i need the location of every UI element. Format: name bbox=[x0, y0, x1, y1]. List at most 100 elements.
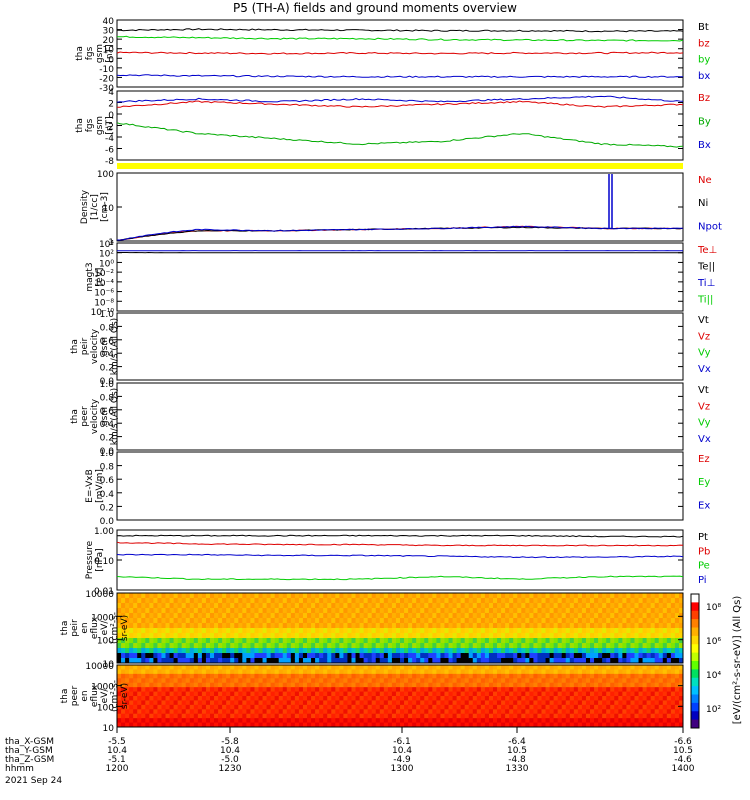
legend-entry: Ex bbox=[698, 500, 710, 511]
y-tick-label: 10² bbox=[99, 250, 114, 260]
y-axis-label: peer bbox=[80, 406, 90, 427]
y-axis-label: eV/ bbox=[100, 620, 110, 636]
footer-value: 10.5 bbox=[673, 746, 693, 756]
legend-entry: Bt bbox=[698, 22, 709, 33]
y-axis-label: E=-VxB bbox=[85, 469, 95, 503]
legend-entry: by bbox=[698, 55, 710, 66]
y-tick-label: 0.2 bbox=[100, 364, 114, 374]
y-tick-label: 10⁻² bbox=[94, 269, 114, 279]
y-axis-label: tha bbox=[60, 689, 70, 704]
panel-frame bbox=[116, 382, 684, 451]
y-tick-label: 10⁰ bbox=[99, 259, 114, 269]
y-axis-label: peir bbox=[70, 619, 80, 637]
y-tick-label: 0.4 bbox=[100, 420, 115, 430]
y-tick-label: 0.0 bbox=[100, 377, 115, 387]
y-tick-label: -4 bbox=[105, 134, 114, 144]
series-line bbox=[116, 541, 684, 547]
panel-density: 100 10 1 Density [1/cc] [cm-3] Ne Ni Npot bbox=[80, 170, 722, 248]
y-axis-label: [eV] bbox=[95, 268, 105, 287]
y-tick-label: 0.8 bbox=[100, 463, 115, 473]
y-tick-label: 1000 bbox=[91, 683, 114, 693]
y-axis-label: peir bbox=[80, 337, 90, 355]
y-axis-label: gsm bbox=[95, 44, 105, 63]
legend-entry: Pi bbox=[698, 575, 707, 586]
legend-entry: Ez bbox=[698, 454, 710, 465]
y-tick-label: 0.01 bbox=[94, 587, 114, 597]
panel-peir-v: 1.0 0.8 0.6 0.4 0.2 0.0 tha peir velocity gsm km/s… bbox=[70, 310, 711, 387]
y-tick-label: 0.2 bbox=[100, 434, 114, 444]
colorbar: 10⁸ 10⁶ 10⁴ 10² [eV/(cm²-s-sr-eV)] (All Qs) bbox=[690, 593, 743, 729]
colorbar-tick: 10⁴ bbox=[706, 671, 721, 681]
y-axis-label: eflux bbox=[90, 684, 100, 707]
y-axis-label: [cm-3] bbox=[100, 192, 110, 222]
y-tick-label: -6 bbox=[105, 146, 114, 156]
y-tick-label: 0.4 bbox=[100, 490, 115, 500]
panel-frame bbox=[116, 312, 684, 381]
y-tick-label: 0.10 bbox=[94, 557, 114, 567]
y-tick-label: 10⁻¹⁰ bbox=[91, 308, 115, 318]
legend-entry: Vx bbox=[698, 364, 711, 375]
y-axis-label: (cm²-s- bbox=[110, 680, 120, 712]
footer-value: -5.1 bbox=[108, 755, 126, 765]
legend-entry: Bz bbox=[698, 93, 710, 104]
y-tick-label: 1.00 bbox=[94, 527, 114, 537]
series-line bbox=[116, 100, 684, 108]
colorbar-label: [eV/(cm²-s-sr-eV)] (All Qs) bbox=[732, 596, 743, 725]
y-tick-label: 1.0 bbox=[100, 449, 115, 459]
footer-value: 10.4 bbox=[107, 746, 127, 756]
panel-efield: 1.0 0.8 0.6 0.4 0.2 0.0 E=-VxB [mV/m] Ez Ey Ex bbox=[85, 449, 710, 527]
y-tick-label: 1 bbox=[108, 238, 114, 248]
legend-entry: bx bbox=[698, 71, 710, 82]
legend-entry: Vz bbox=[698, 401, 710, 412]
y-tick-label: -10 bbox=[99, 65, 114, 75]
legend-entry: Vz bbox=[698, 331, 710, 342]
y-tick-label: -8 bbox=[105, 157, 114, 167]
y-axis-label: tha bbox=[75, 46, 85, 61]
y-tick-label: 10⁻⁶ bbox=[94, 289, 114, 299]
legend-entry: Ti|| bbox=[697, 295, 713, 306]
legend-entry: Pe bbox=[698, 561, 710, 572]
y-tick-label: 20 bbox=[103, 36, 115, 46]
panel-frame bbox=[116, 529, 684, 591]
y-tick-label: -2 bbox=[105, 123, 114, 133]
panel-frame bbox=[116, 451, 684, 521]
y-axis-label: gsm bbox=[95, 116, 105, 135]
y-tick-label: 10 bbox=[103, 204, 115, 214]
panel-peer-v: 1.0 0.8 0.6 0.4 0.2 0.0 tha peer velocity gsm km/s… bbox=[70, 380, 711, 457]
footer-row-label: tha_X-GSM bbox=[5, 737, 54, 747]
footer-value: 10.5 bbox=[507, 746, 527, 756]
y-tick-label: 10 bbox=[103, 46, 115, 56]
panel-fgs-dc: 4 20 -2-4 -6-8 tha fgs gsm [nT] Bz By Bx bbox=[75, 88, 711, 167]
series-line bbox=[116, 74, 684, 78]
y-tick-label: 0.2 bbox=[100, 503, 114, 513]
y-tick-label: 10⁻⁸ bbox=[94, 298, 114, 308]
legend-entry: Npot bbox=[698, 221, 722, 232]
footer-value: 1400 bbox=[672, 764, 695, 774]
footer-value: -4.6 bbox=[674, 755, 692, 765]
footer-value: -6.6 bbox=[674, 737, 692, 747]
colorbar-tick: 10⁸ bbox=[706, 603, 721, 613]
footer-value: 1330 bbox=[506, 764, 529, 774]
legend-entry: bz bbox=[698, 38, 710, 49]
y-tick-label: 10⁻⁴ bbox=[94, 279, 114, 289]
footer-value: -5.8 bbox=[221, 737, 239, 747]
footer-row-label: hhmm bbox=[5, 764, 34, 774]
footer-value: -5.5 bbox=[108, 737, 126, 747]
y-axis-label: [nT] bbox=[105, 116, 115, 134]
y-tick-label: 0.8 bbox=[100, 393, 115, 403]
y-axis-label: km/s (All Qs) bbox=[110, 388, 120, 445]
y-tick-label: 10000 bbox=[85, 590, 114, 600]
legend-entry: Pt bbox=[698, 532, 708, 543]
status-bar bbox=[117, 163, 683, 169]
y-tick-label: -30 bbox=[99, 84, 114, 94]
y-tick-label: 0.8 bbox=[100, 323, 115, 333]
y-axis-label: tha bbox=[75, 118, 85, 133]
y-axis-label: magt3 bbox=[85, 262, 95, 291]
footer-value: -5.0 bbox=[221, 755, 239, 765]
y-tick-label: 0.6 bbox=[100, 337, 115, 347]
y-axis-label: tha bbox=[70, 409, 80, 424]
series-line bbox=[116, 534, 684, 538]
y-tick-label: 100 bbox=[97, 637, 114, 647]
footer-row-label: tha_Z-GSM bbox=[5, 755, 54, 765]
